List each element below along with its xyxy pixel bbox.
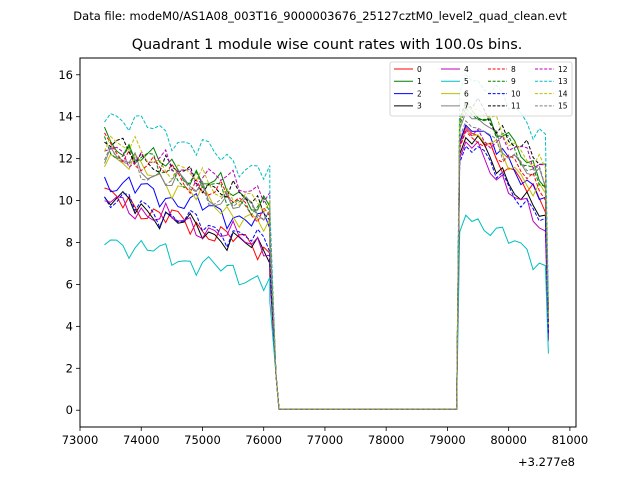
legend-label-12: 12 (558, 65, 568, 74)
series-line-15 (104, 119, 549, 410)
y-tick-label: 10 (58, 194, 73, 208)
chart-title: Quadrant 1 module wise count rates with … (132, 37, 523, 53)
series-line-12 (104, 128, 549, 410)
series-line-13 (104, 73, 549, 410)
x-tick-label: 76000 (245, 433, 282, 447)
legend-label-8: 8 (511, 65, 516, 74)
x-tick-label: 77000 (307, 433, 344, 447)
legend-label-7: 7 (464, 102, 469, 111)
y-tick-label: 4 (66, 319, 73, 333)
legend-label-9: 9 (511, 77, 516, 86)
legend-label-15: 15 (558, 102, 568, 111)
x-tick-label: 78000 (368, 433, 405, 447)
legend-label-6: 6 (464, 89, 469, 98)
y-tick-label: 14 (58, 110, 73, 124)
series-line-14 (104, 103, 549, 410)
x-tick-label: 80000 (490, 433, 527, 447)
y-tick-label: 2 (66, 361, 73, 375)
series-line-8 (104, 130, 549, 410)
legend-label-5: 5 (464, 77, 469, 86)
legend-label-14: 14 (558, 89, 568, 98)
series-line-4 (104, 140, 549, 410)
legend-label-11: 11 (511, 102, 521, 111)
x-tick-label: 75000 (184, 433, 221, 447)
legend-label-1: 1 (417, 77, 422, 86)
x-tick-label: 73000 (62, 433, 99, 447)
y-tick-label: 0 (66, 403, 73, 417)
legend-label-13: 13 (558, 77, 568, 86)
x-axis: 73000 74000 75000 76000 77000 78000 79000 80000… (62, 427, 588, 447)
y-tick-label: 16 (58, 68, 73, 82)
legend-box (389, 61, 573, 117)
series-line-3 (104, 134, 549, 410)
series-layer (104, 73, 549, 410)
y-tick-label: 8 (66, 236, 73, 250)
series-line-6 (104, 128, 549, 410)
x-offset-label: +3.277e8 (518, 455, 575, 469)
legend-label-3: 3 (417, 102, 422, 111)
y-tick-label: 12 (58, 152, 73, 166)
series-line-2 (104, 124, 549, 410)
x-tick-label: 81000 (552, 433, 589, 447)
legend-label-4: 4 (464, 65, 469, 74)
series-line-1 (104, 103, 549, 410)
chart-suptitle: Data file: modeM0/AS1A08_003T16_90000036… (73, 9, 567, 23)
legend-label-2: 2 (417, 89, 422, 98)
series-line-5 (104, 214, 549, 410)
x-tick-label: 74000 (123, 433, 160, 447)
y-tick-label: 6 (66, 277, 73, 291)
legend-label-10: 10 (511, 89, 521, 98)
legend-label-0: 0 (417, 65, 422, 74)
y-axis: 0 2 4 6 8 10 12 14 16 (58, 68, 80, 417)
series-line-9 (104, 107, 549, 410)
x-tick-label: 79000 (429, 433, 466, 447)
